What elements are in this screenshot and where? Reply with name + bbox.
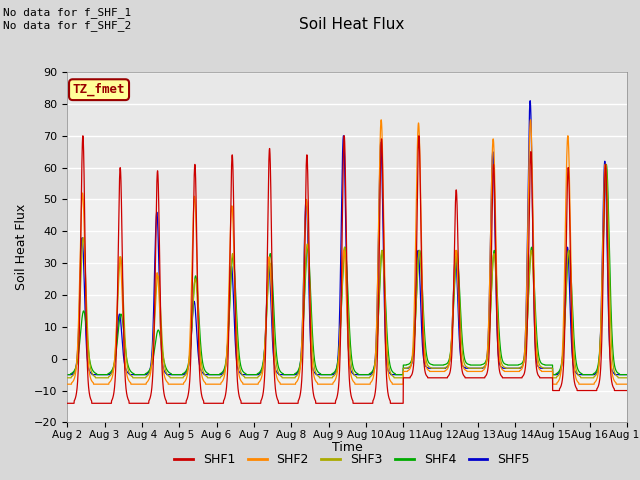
SHF4 xyxy=(63,372,71,377)
SHF5 xyxy=(488,154,496,159)
SHF4 xyxy=(593,367,600,373)
SHF3 xyxy=(473,365,481,371)
Text: Soil Heat Flux: Soil Heat Flux xyxy=(300,17,404,32)
SHF4 xyxy=(328,371,336,376)
Text: No data for f_SHF_1
No data for f_SHF_2: No data for f_SHF_1 No data for f_SHF_2 xyxy=(3,7,131,31)
SHF2 xyxy=(600,194,607,200)
SHF1 xyxy=(253,400,261,406)
SHF3 xyxy=(600,221,607,227)
SHF2 xyxy=(623,381,631,387)
SHF4 xyxy=(473,362,481,368)
SHF3 xyxy=(623,375,631,381)
SHF4 xyxy=(488,269,496,275)
SHF5 xyxy=(328,372,336,377)
SHF3 xyxy=(253,375,261,381)
SHF3 xyxy=(602,161,610,167)
SHF4 xyxy=(602,161,610,167)
Line: SHF1: SHF1 xyxy=(67,136,627,403)
SHF5 xyxy=(600,181,607,187)
SHF5 xyxy=(623,372,631,377)
Bar xyxy=(67,72,627,199)
SHF2 xyxy=(253,381,261,387)
SHF2 xyxy=(63,381,71,387)
SHF5 xyxy=(593,369,600,375)
SHF1 xyxy=(415,133,423,139)
Line: SHF3: SHF3 xyxy=(67,164,627,378)
SHF1 xyxy=(600,233,607,239)
SHF1 xyxy=(473,375,481,381)
SHF5 xyxy=(473,365,481,371)
SHF5 xyxy=(253,372,261,377)
SHF2 xyxy=(473,369,481,374)
Legend: SHF1, SHF2, SHF3, SHF4, SHF5: SHF1, SHF2, SHF3, SHF4, SHF5 xyxy=(169,448,535,471)
SHF4 xyxy=(253,371,261,377)
SHF1 xyxy=(328,400,336,406)
SHF5 xyxy=(63,372,71,377)
SHF1 xyxy=(63,400,71,406)
SHF3 xyxy=(488,268,496,274)
Line: SHF4: SHF4 xyxy=(67,164,627,374)
SHF4 xyxy=(623,372,631,377)
SHF3 xyxy=(63,375,71,381)
X-axis label: Time: Time xyxy=(332,442,363,455)
Line: SHF2: SHF2 xyxy=(67,120,627,384)
Line: SHF5: SHF5 xyxy=(67,101,627,374)
SHF2 xyxy=(328,381,336,387)
SHF2 xyxy=(527,117,534,123)
SHF1 xyxy=(623,388,631,394)
SHF3 xyxy=(328,375,336,381)
SHF1 xyxy=(488,192,496,198)
SHF4 xyxy=(600,227,607,233)
SHF2 xyxy=(488,149,496,155)
SHF3 xyxy=(593,371,600,377)
Text: TZ_fmet: TZ_fmet xyxy=(73,83,125,96)
SHF1 xyxy=(593,386,600,392)
SHF2 xyxy=(593,376,600,382)
SHF5 xyxy=(526,98,534,104)
Y-axis label: Soil Heat Flux: Soil Heat Flux xyxy=(15,204,28,290)
